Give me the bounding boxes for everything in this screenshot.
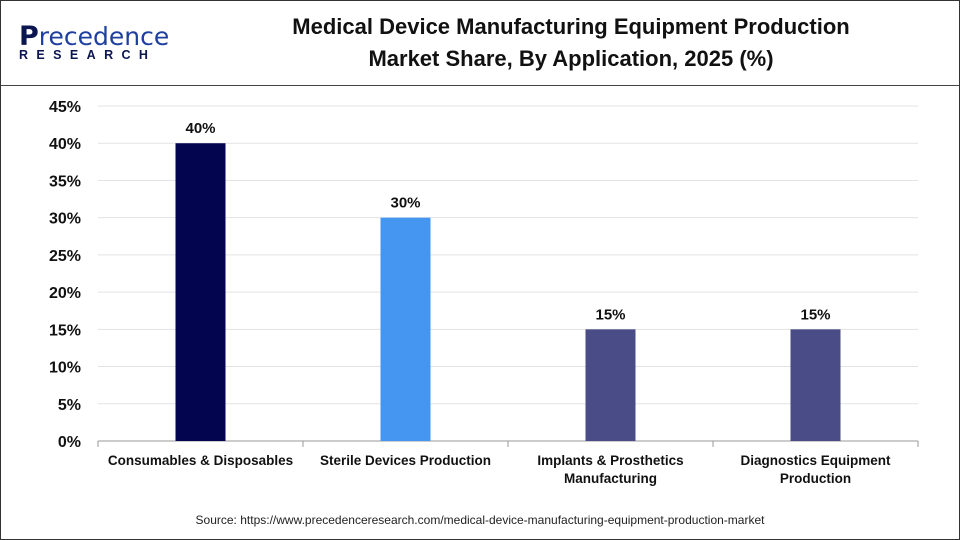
- data-label: 40%: [185, 120, 215, 137]
- source-note: Source: https://www.precedenceresearch.c…: [195, 513, 765, 527]
- data-label: 15%: [800, 306, 830, 323]
- x-tick-label: Sterile Devices Production: [320, 453, 491, 468]
- y-tick-label: 15%: [49, 322, 81, 339]
- bar-3: [585, 329, 636, 441]
- y-tick-label: 25%: [49, 248, 81, 265]
- y-tick-label: 10%: [49, 360, 81, 377]
- chart-title: Medical Device Manufacturing Equipment P…: [211, 11, 931, 75]
- bar-1: [175, 143, 226, 441]
- x-tick-label: Consumables & Disposables: [108, 453, 293, 468]
- data-label: 30%: [390, 195, 420, 212]
- x-tick-label: Production: [780, 471, 851, 486]
- title-line-2: Market Share, By Application, 2025 (%): [368, 46, 774, 71]
- y-tick-label: 0%: [58, 434, 81, 451]
- bar-4: [790, 329, 841, 441]
- header: Precedence RESEARCH Medical Device Manuf…: [1, 1, 959, 86]
- data-label: 15%: [595, 306, 625, 323]
- y-tick-label: 20%: [49, 285, 81, 302]
- x-tick-label: Implants & Prosthetics: [537, 453, 683, 468]
- y-tick-label: 45%: [49, 99, 81, 116]
- y-tick-label: 30%: [49, 211, 81, 228]
- x-tick-label: Diagnostics Equipment: [740, 453, 891, 468]
- chart-background: [1, 86, 959, 539]
- y-tick-label: 40%: [49, 136, 81, 153]
- x-tick-label: Manufacturing: [564, 471, 657, 486]
- bar-2: [380, 217, 431, 441]
- y-tick-label: 35%: [49, 173, 81, 190]
- y-tick-label: 5%: [58, 397, 81, 414]
- precedence-research-logo: Precedence RESEARCH: [19, 21, 170, 62]
- title-line-1: Medical Device Manufacturing Equipment P…: [292, 14, 850, 39]
